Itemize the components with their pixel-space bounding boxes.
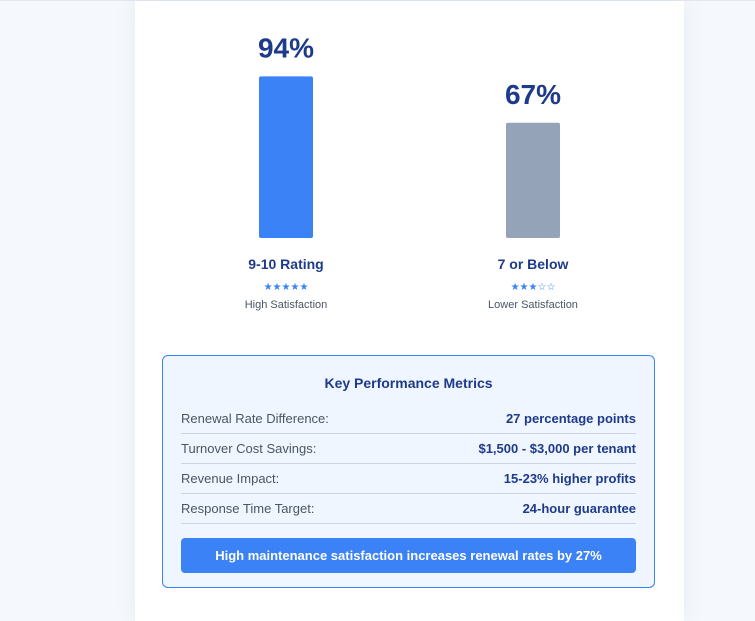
metric-row: Turnover Cost Savings: $1,500 - $3,000 p… [181, 434, 636, 464]
bar-value-label: 94% [258, 32, 314, 63]
metric-row: Revenue Impact: 15-23% higher profits [181, 464, 636, 494]
metric-label: Renewal Rate Difference: [181, 411, 329, 426]
bar-2 [506, 122, 560, 238]
metric-row: Renewal Rate Difference: 27 percentage p… [181, 404, 636, 434]
bar-value-label: 67% [505, 79, 561, 110]
content-card: 94% 9-10 Rating ★★★★★ High Satisfaction 67% 7… [135, 1, 684, 621]
top-divider [0, 0, 755, 1]
metrics-list: Renewal Rate Difference: 27 percentage p… [181, 404, 636, 524]
metric-row: Response Time Target: 24-hour guarantee [181, 494, 636, 524]
metrics-title: Key Performance Metrics [324, 375, 493, 391]
category-label: 7 or Below [498, 256, 569, 272]
key-metrics-panel: Key Performance Metrics Renewal Rate Dif… [162, 355, 655, 588]
category-label: 9-10 Rating [248, 256, 323, 272]
metric-label: Revenue Impact: [181, 471, 280, 486]
bar-1 [259, 76, 313, 238]
metric-value: $1,500 - $3,000 per tenant [478, 441, 636, 456]
metric-value: 24-hour guarantee [522, 501, 636, 516]
metric-label: Turnover Cost Savings: [181, 441, 317, 456]
category-sublabel: Lower Satisfaction [488, 299, 578, 311]
category-sublabel: High Satisfaction [245, 299, 328, 311]
star-rating-icon: ★★★☆☆ [511, 282, 556, 293]
metric-label: Response Time Target: [181, 501, 315, 516]
chart-canvas: 94% 9-10 Rating ★★★★★ High Satisfaction 67% 7… [245, 32, 578, 311]
satisfaction-bar-chart: 94% 9-10 Rating ★★★★★ High Satisfaction 67% 7… [135, 1, 684, 331]
renewal-callout-banner: High maintenance satisfaction increases … [181, 538, 636, 573]
star-rating-icon: ★★★★★ [264, 282, 309, 293]
metric-value: 27 percentage points [505, 411, 636, 426]
metric-value: 15-23% higher profits [503, 471, 636, 486]
